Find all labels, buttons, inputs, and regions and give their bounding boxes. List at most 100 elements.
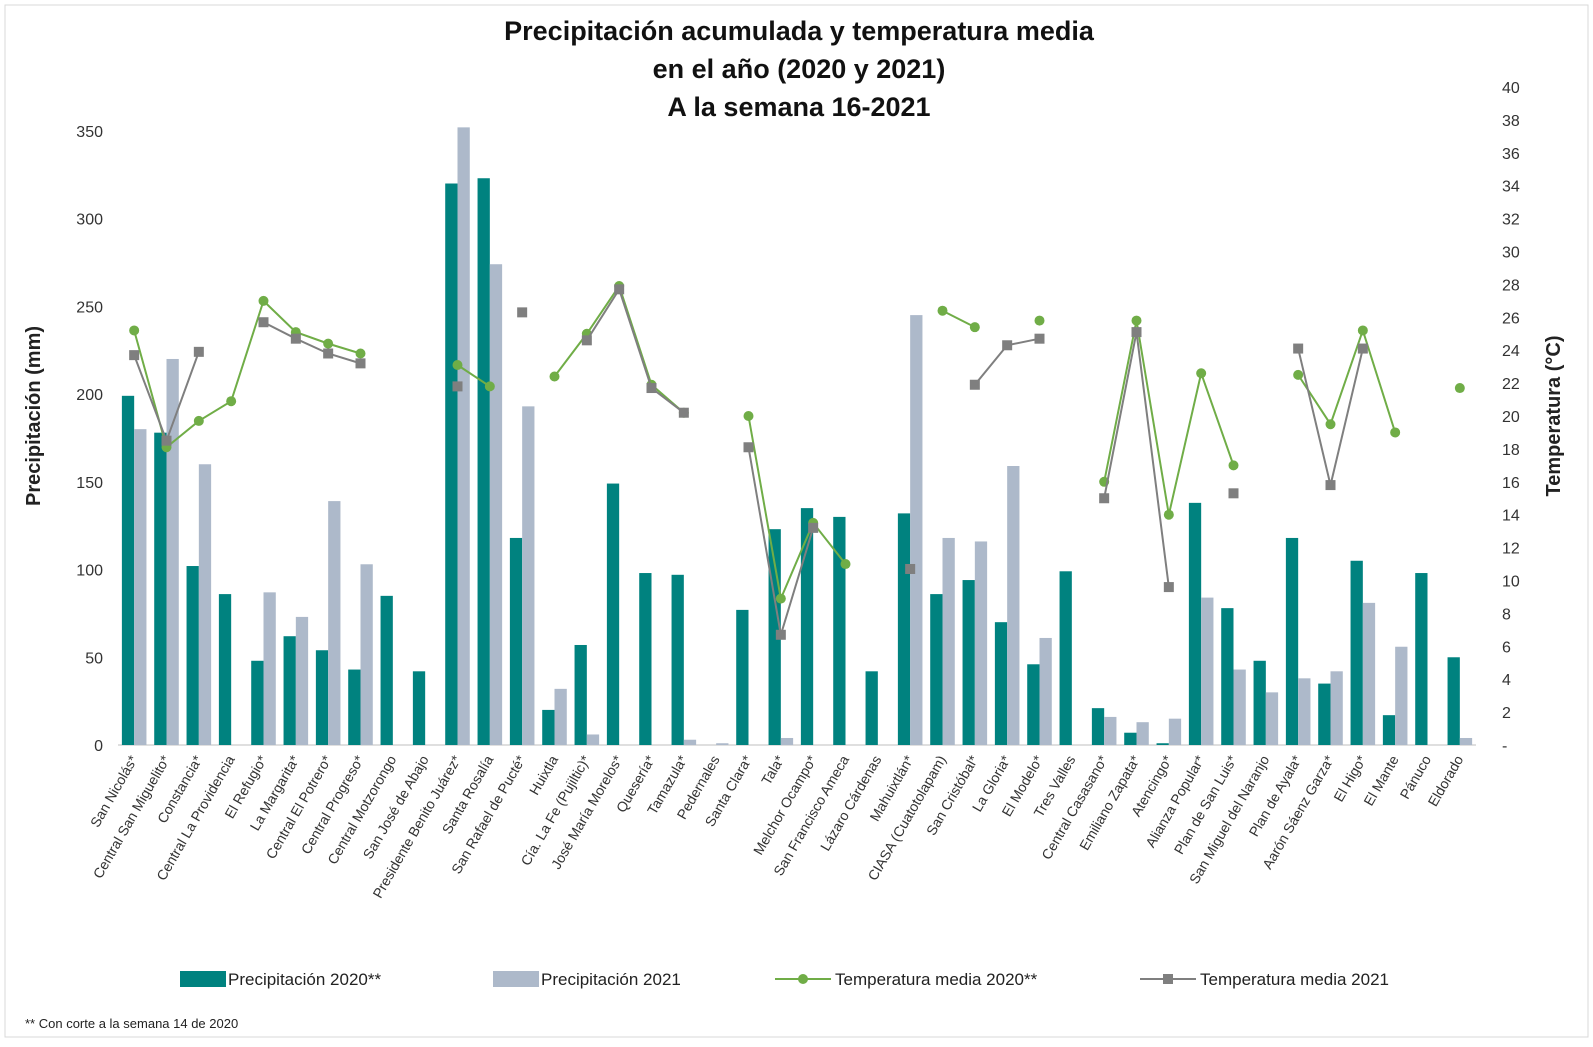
y-tick-label: 200 [76, 387, 103, 404]
y2-tick-label: 2 [1502, 705, 1511, 722]
line-series-group [129, 284, 1368, 640]
y-tick-label: 150 [76, 475, 103, 492]
series-line [942, 309, 976, 329]
bar [1298, 678, 1311, 745]
y2-tick-label: 40 [1502, 80, 1520, 97]
bar [1253, 660, 1266, 745]
point [743, 411, 754, 421]
point [1228, 488, 1239, 499]
point [743, 442, 754, 453]
point [129, 350, 140, 361]
point [549, 371, 560, 382]
bar [1136, 722, 1149, 745]
bar [606, 483, 620, 745]
bar [542, 709, 555, 745]
point [193, 346, 204, 357]
point [1228, 460, 1239, 471]
point [1034, 333, 1045, 344]
point [775, 593, 786, 604]
point [1163, 582, 1174, 593]
point [1163, 509, 1174, 520]
chart-title-line: Precipitación acumulada y temperatura me… [504, 16, 1095, 46]
bar [1459, 737, 1473, 745]
point [323, 348, 334, 359]
bar [1221, 608, 1234, 745]
y2-tick-label: 34 [1502, 179, 1520, 196]
bar [328, 501, 341, 745]
bar [218, 594, 232, 745]
bar [477, 178, 490, 745]
point [840, 559, 851, 570]
series-line [263, 321, 361, 365]
y2-tick-label: 38 [1502, 113, 1520, 130]
bar [974, 541, 988, 745]
bar [1233, 669, 1246, 745]
point [355, 348, 366, 359]
y-tick-label: 350 [76, 124, 103, 141]
bar [683, 739, 697, 745]
bar [445, 183, 458, 746]
bar [251, 660, 264, 745]
bar [994, 622, 1008, 745]
bar [671, 574, 684, 745]
point [969, 322, 980, 333]
bar [1362, 602, 1376, 745]
bar [942, 537, 955, 745]
legend-label: Precipitación 2020** [228, 970, 381, 989]
point [452, 381, 463, 392]
y2-tick-label: 18 [1502, 442, 1520, 459]
y2-axis-title: Temperatura (°C) [1543, 336, 1565, 497]
point [775, 629, 786, 640]
point [808, 522, 819, 533]
y2-tick-label: 14 [1502, 508, 1520, 525]
bar [962, 580, 975, 745]
point [1293, 343, 1304, 354]
series-line [1297, 327, 1397, 433]
bar [1285, 537, 1299, 745]
bar [348, 669, 361, 745]
y2-tick-label: 4 [1502, 672, 1511, 689]
point [1454, 383, 1465, 394]
bar [154, 432, 167, 745]
bar [1039, 637, 1052, 745]
bar [1156, 743, 1169, 745]
point [1390, 427, 1401, 438]
y2-tick-label: 6 [1502, 639, 1511, 656]
y2-tick-label: 32 [1502, 212, 1520, 229]
bar [509, 537, 523, 745]
point [258, 295, 269, 306]
point [1325, 480, 1336, 491]
bar [283, 636, 296, 745]
point [905, 563, 916, 574]
y-tick-label: 300 [76, 212, 103, 229]
y2-tick-label: 10 [1502, 574, 1520, 591]
bar [554, 688, 567, 745]
bar [360, 564, 373, 745]
point [129, 325, 140, 336]
point [1002, 340, 1013, 351]
bar [1330, 671, 1343, 745]
bar [315, 650, 329, 745]
y2-tick-label: 16 [1502, 475, 1520, 492]
bar [295, 616, 309, 745]
point [969, 379, 980, 390]
point [226, 396, 237, 407]
point [517, 307, 528, 318]
bar [1265, 692, 1279, 745]
y2-tick-label: 12 [1502, 541, 1520, 558]
chart-frame [4, 4, 1589, 1038]
point [1293, 369, 1304, 380]
point [1357, 343, 1368, 354]
y2-tick-label: 28 [1502, 277, 1520, 294]
legend-marker [1163, 974, 1173, 984]
bar [1447, 657, 1460, 745]
point [1131, 327, 1142, 338]
bar [1104, 716, 1117, 745]
point [323, 338, 334, 349]
bar [166, 358, 179, 745]
y-tick-label: 100 [76, 563, 103, 580]
point [1196, 368, 1207, 379]
chart-title-line: A la semana 16-2021 [667, 92, 930, 122]
bar [263, 592, 276, 745]
